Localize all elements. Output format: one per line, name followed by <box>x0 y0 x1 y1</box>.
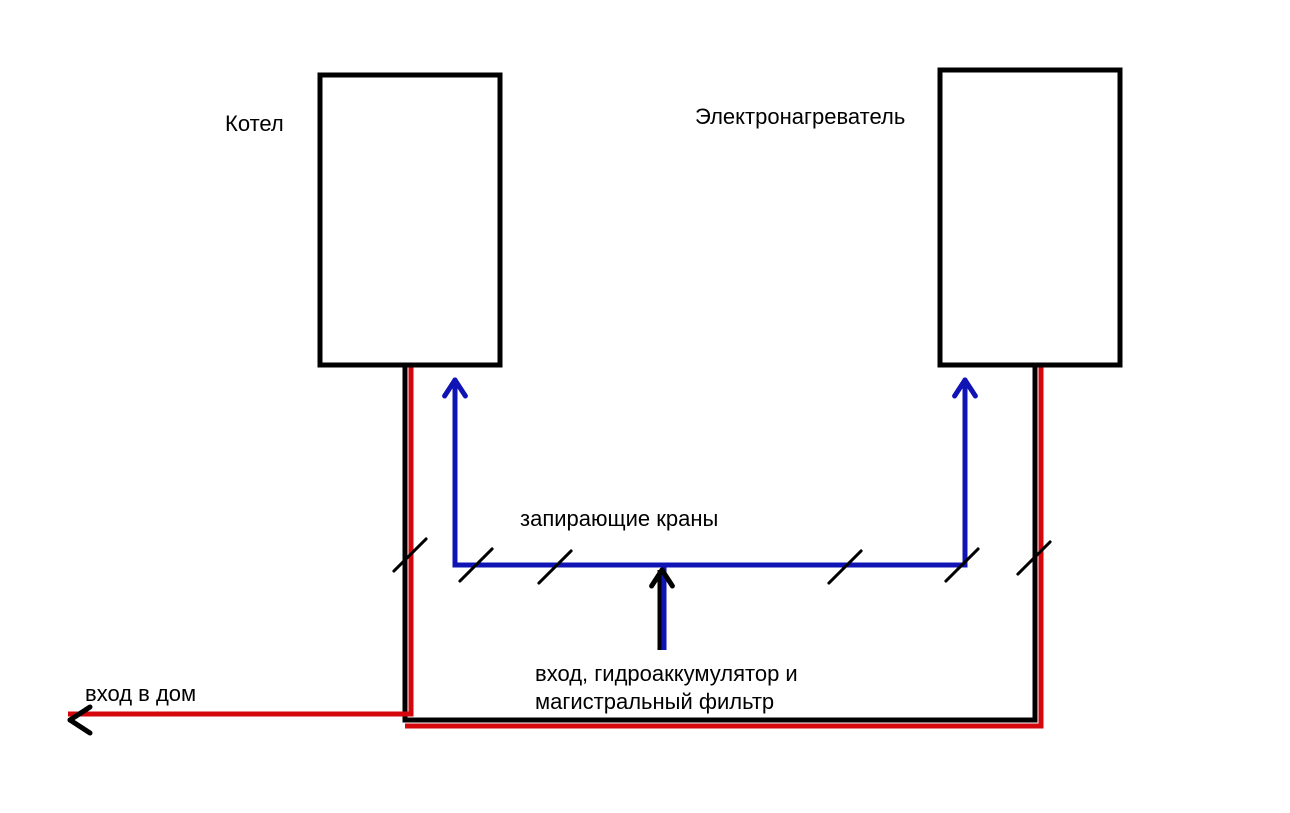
label-house-in: вход в дом <box>85 680 196 708</box>
arrow-house-wing2 <box>70 720 90 733</box>
label-boiler: Котел <box>225 110 284 138</box>
diagram-stage: Котел Электронагреватель запирающие кран… <box>0 0 1290 813</box>
label-heater: Электронагреватель <box>695 103 905 131</box>
pipe-red-main <box>68 365 411 714</box>
label-inlet-note: вход, гидроаккумулятор и магистральный ф… <box>535 660 798 715</box>
label-valves: запирающие краны <box>520 505 718 533</box>
pipe-blue-main <box>455 380 965 565</box>
boiler-box-top <box>320 75 500 365</box>
heater-box-top <box>940 70 1120 365</box>
